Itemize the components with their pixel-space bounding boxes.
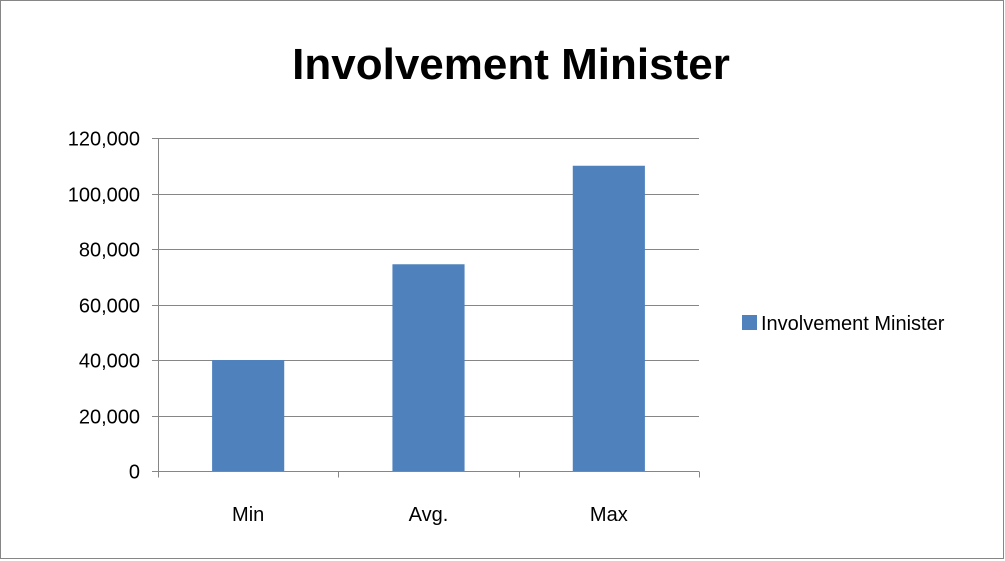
x-tick-label: Avg. bbox=[409, 504, 449, 526]
y-tick-label: 40,000 bbox=[79, 351, 140, 373]
y-tick-label: 20,000 bbox=[79, 407, 140, 429]
y-tick-label: 60,000 bbox=[79, 296, 140, 318]
x-tick-label: Max bbox=[590, 504, 628, 526]
chart-title: Involvement Minister bbox=[292, 40, 730, 89]
bars bbox=[212, 165, 645, 471]
axes bbox=[158, 138, 700, 478]
bar-min bbox=[212, 360, 285, 471]
y-tick-label: 80,000 bbox=[79, 240, 140, 262]
legend-swatch bbox=[742, 315, 757, 330]
bar-avg bbox=[392, 264, 465, 471]
y-tick-label: 120,000 bbox=[68, 129, 140, 151]
y-axis-tick-labels: 0 20,000 40,000 60,000 80,000 100,000 120,000 bbox=[68, 129, 140, 484]
x-axis-tick-labels: Min Avg. Max bbox=[232, 504, 628, 526]
x-tick-label: Min bbox=[232, 504, 264, 526]
legend: Involvement Minister bbox=[742, 313, 945, 335]
legend-label: Involvement Minister bbox=[761, 313, 945, 335]
y-tick-label: 100,000 bbox=[68, 185, 140, 207]
y-tick-label: 0 bbox=[129, 462, 140, 484]
bar-max bbox=[572, 165, 645, 471]
